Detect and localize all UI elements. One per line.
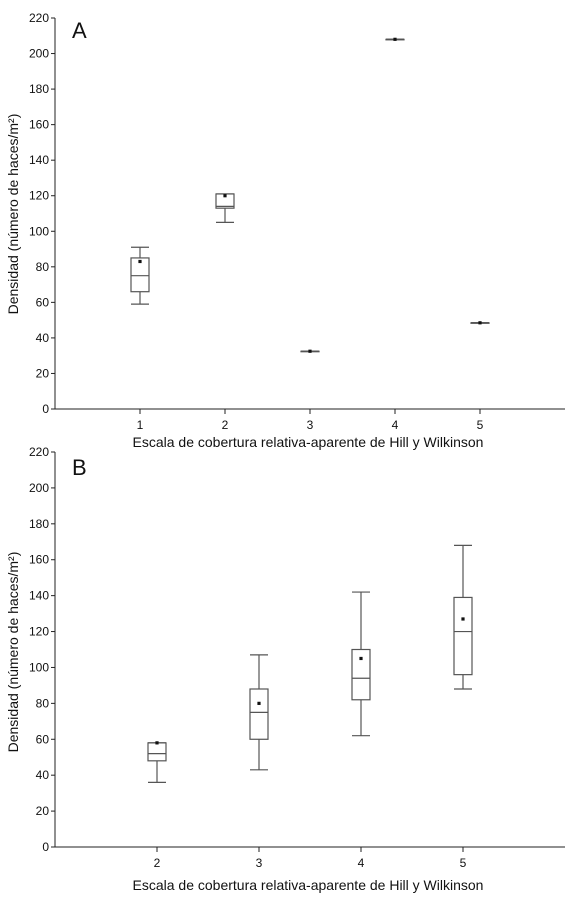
mean-marker: [155, 741, 159, 745]
panel-b-y-tick-label: 180: [29, 517, 49, 531]
panel-a-label: A: [72, 18, 87, 43]
panel-b-x-tick-label: 5: [460, 856, 467, 870]
iqr-box: [147, 742, 167, 762]
panel-b-y-tick-label: 120: [29, 625, 49, 639]
panel-b-y-tick-label: 80: [36, 696, 50, 710]
panel-b-label: B: [72, 455, 87, 480]
panel-a: A Escala de cobertura relativa-aparente …: [5, 11, 565, 450]
panel-a-box-2: [215, 193, 235, 223]
panel-b-x-tick-label: 4: [358, 856, 365, 870]
mean-marker: [308, 349, 312, 353]
panel-a-y-tick-label: 160: [29, 118, 49, 132]
panel-b-x-tick-label: 2: [154, 856, 161, 870]
panel-b-y-tick-label: 160: [29, 553, 49, 567]
panel-b-y-tick-label: 220: [29, 445, 49, 459]
panel-a-x-axis-label: Escala de cobertura relativa-aparente de…: [133, 434, 484, 450]
panel-a-x-tick-label: 5: [477, 418, 484, 432]
panel-b-y-tick-label: 20: [36, 804, 50, 818]
panel-a-x-tick-label: 3: [307, 418, 314, 432]
mean-marker: [138, 259, 142, 264]
panel-a-x-tick-label: 2: [222, 418, 229, 432]
iqr-box: [215, 193, 235, 209]
panel-b-y-tick-label: 100: [29, 660, 49, 674]
panel-a-y-tick-label: 100: [29, 224, 49, 238]
iqr-box: [453, 596, 473, 676]
panel-b-box-5: [453, 544, 473, 690]
panel-a-box-5: [470, 321, 490, 325]
panel-b-y-tick-label: 200: [29, 481, 49, 495]
panel-a-y-tick-label: 40: [36, 331, 50, 345]
panel-b-y-tick-label: 40: [36, 768, 50, 782]
panel-a-y-tick-label: 60: [36, 295, 50, 309]
panel-a-box-3: [300, 349, 320, 353]
iqr-box: [130, 257, 150, 293]
mean-marker: [257, 701, 261, 705]
panel-a-y-tick-label: 220: [29, 11, 49, 25]
panel-a-x-tick-label: 1: [137, 418, 144, 432]
panel-b-y-tick-label: 140: [29, 589, 49, 603]
panel-b-y-axis-label: Densidad (número de haces/m²): [5, 552, 21, 753]
mean-marker: [223, 194, 227, 198]
panel-b-x-axis-label: Escala de cobertura relativa-aparente de…: [133, 877, 484, 893]
panel-b-y-tick-label: 60: [36, 732, 50, 746]
panel-b-box-2: [147, 741, 167, 783]
panel-a-box-4: [385, 37, 405, 41]
panel-b-box-3: [249, 654, 269, 771]
panel-a-y-tick-label: 140: [29, 153, 49, 167]
panel-a-y-axis-label: Densidad (número de haces/m²): [5, 114, 21, 315]
mean-marker: [393, 37, 397, 41]
panel-b: B Escala de cobertura relativa-aparente …: [5, 445, 565, 893]
panel-b-box-4: [351, 591, 371, 737]
mean-marker: [478, 321, 482, 325]
panel-a-y-tick-label: 200: [29, 47, 49, 61]
panel-b-x-tick-label: 3: [256, 856, 263, 870]
panel-a-y-tick-label: 0: [42, 402, 49, 416]
panel-a-x-tick-label: 4: [392, 418, 399, 432]
panel-a-y-tick-label: 80: [36, 260, 50, 274]
panel-a-y-tick-label: 180: [29, 82, 49, 96]
panel-a-box-1: [130, 246, 150, 305]
panel-a-y-tick-label: 120: [29, 189, 49, 203]
panel-b-y-tick-label: 0: [42, 840, 49, 854]
iqr-box: [351, 648, 371, 701]
iqr-box: [249, 688, 269, 740]
panel-a-y-tick-label: 20: [36, 366, 50, 380]
mean-marker: [461, 617, 465, 621]
mean-marker: [359, 656, 363, 661]
